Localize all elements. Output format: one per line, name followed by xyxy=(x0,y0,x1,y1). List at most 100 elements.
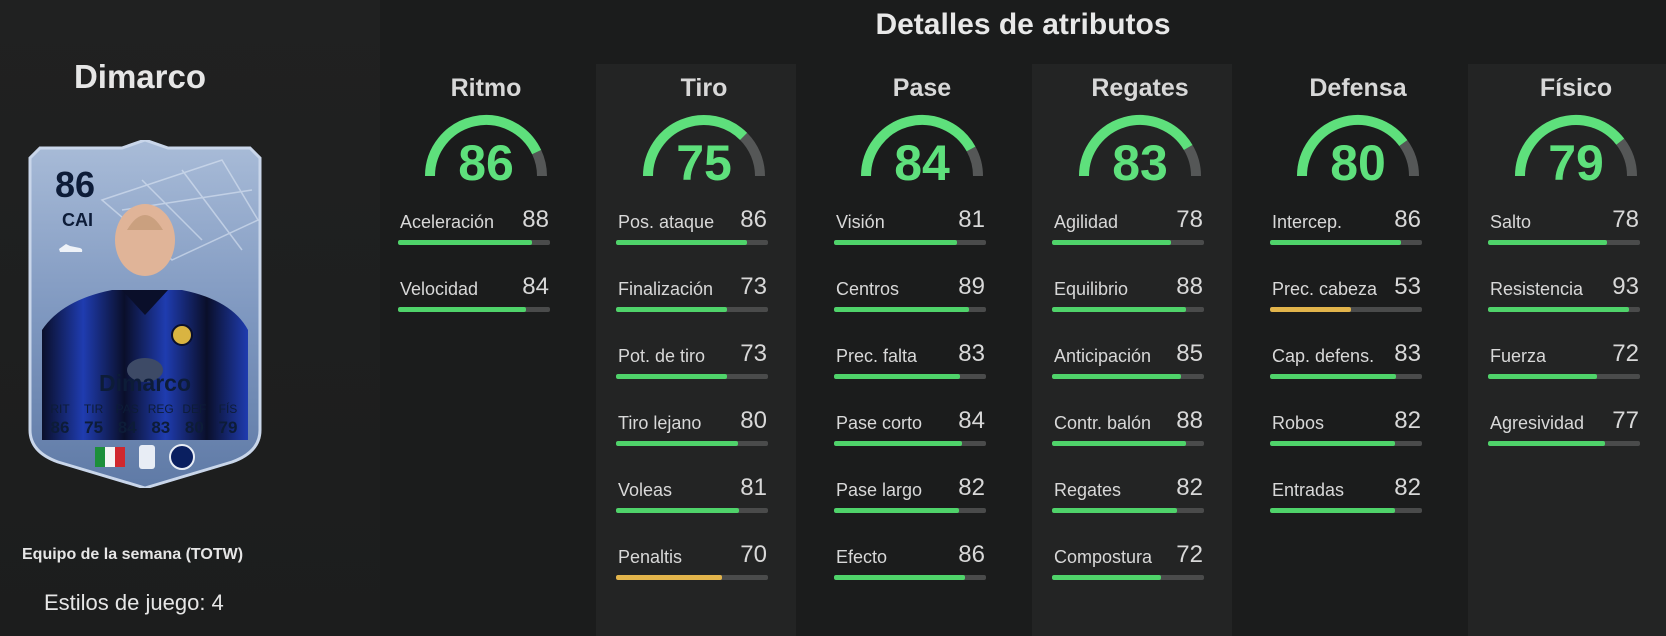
attribute-row: Robos 82 xyxy=(1270,407,1446,480)
attribute-name: Fuerza xyxy=(1490,346,1547,366)
attribute-name: Resistencia xyxy=(1490,279,1584,299)
gauge-arc-icon xyxy=(861,115,983,177)
card-stat-value: 79 xyxy=(218,418,238,437)
gauge-track xyxy=(1183,144,1201,177)
attribute-bar-fill xyxy=(616,575,723,580)
gauge-track xyxy=(966,146,983,177)
category-title: Tiro xyxy=(680,74,728,102)
category-gauge: 83 xyxy=(1052,110,1228,198)
attribute-bar xyxy=(834,374,986,379)
attribute-bar-fill xyxy=(616,374,727,379)
category-value: 80 xyxy=(1330,135,1386,191)
attribute-value: 93 xyxy=(1612,273,1639,300)
gauge-track xyxy=(532,150,547,177)
attribute-name: Pot. de tiro xyxy=(618,346,706,366)
gauge-fill xyxy=(861,115,976,177)
attribute-value: 85 xyxy=(1176,340,1203,367)
attribute-value: 88 xyxy=(1176,273,1203,300)
attribute-bar xyxy=(1270,508,1422,513)
attribute-bar xyxy=(834,575,986,580)
attribute-bar-fill xyxy=(616,307,727,312)
italy-flag-icon xyxy=(95,447,125,467)
attribute-bar-fill xyxy=(834,307,970,312)
category-column: Tiro 75 Pos. ataque 86 Finalización 73 Pot. de… xyxy=(616,74,792,614)
attribute-bar xyxy=(1052,508,1204,513)
attribute-bar xyxy=(1270,441,1422,446)
attribute-value: 84 xyxy=(958,407,985,434)
attribute-row: Cap. defens. 83 xyxy=(1270,340,1446,413)
category-gauge: 84 xyxy=(834,110,1010,198)
gauge-fill xyxy=(425,115,542,177)
card-stat: RIT 86 xyxy=(44,402,76,438)
category-column: Pase 84 Visión 81 Centros 89 Prec. falta 83 Pase… xyxy=(834,74,1010,614)
attribute-name: Agilidad xyxy=(1054,212,1119,232)
card-player-name: Dimarco xyxy=(98,370,192,396)
category-gauge: 86 xyxy=(398,110,574,198)
category-column: Ritmo 86 Aceleración 88 Velocidad 84 xyxy=(398,74,574,346)
attribute-bar-fill xyxy=(1270,307,1351,312)
gauge-arc-icon xyxy=(1515,115,1637,177)
card-stat-label: PAS xyxy=(115,402,139,416)
attribute-bar xyxy=(1270,374,1422,379)
boot-icon xyxy=(59,244,83,252)
attribute-name: Velocidad xyxy=(400,279,479,299)
attribute-value: 53 xyxy=(1394,273,1421,300)
attribute-bar-fill xyxy=(1270,508,1395,513)
attribute-value: 86 xyxy=(740,206,767,233)
attribute-value: 73 xyxy=(740,273,767,300)
attribute-value: 82 xyxy=(1176,474,1203,501)
attribute-name: Centros xyxy=(836,279,900,299)
attribute-value: 78 xyxy=(1612,206,1639,233)
attribute-bar-fill xyxy=(1488,240,1607,245)
card-stat-value: 80 xyxy=(184,418,204,437)
attribute-bar-fill xyxy=(834,240,958,245)
category-column: Regates 83 Agilidad 78 Equilibrio 88 Anticipac… xyxy=(1052,74,1228,614)
attribute-row: Agilidad 78 xyxy=(1052,206,1228,279)
attribute-value: 72 xyxy=(1612,340,1639,367)
attribute-bar xyxy=(834,508,986,513)
card-stat-value: 75 xyxy=(84,418,104,437)
category-gauge: 75 xyxy=(616,110,792,198)
card-stat-label: DEF xyxy=(182,402,207,416)
card-stats: RIT 86 TIR 75 PAS 84 REG 83 DEF 80 FÍS 7… xyxy=(44,402,244,438)
card-rating: 86 xyxy=(55,164,96,205)
section-title: Detalles de atributos xyxy=(875,8,1171,41)
attribute-value: 84 xyxy=(522,273,549,300)
attribute-value: 86 xyxy=(1394,206,1421,233)
player-card[interactable]: 86 CAI Dimarco RIT 86 TIR 75 PAS 84 REG … xyxy=(22,140,268,488)
attribute-row: Centros 89 xyxy=(834,273,1010,346)
card-stat-value: 84 xyxy=(117,418,137,437)
attribute-value: 80 xyxy=(740,407,767,434)
attribute-bar-fill xyxy=(1052,374,1182,379)
attribute-value: 86 xyxy=(958,541,985,568)
attribute-name: Equilibrio xyxy=(1054,279,1129,299)
attribute-bar xyxy=(616,374,768,379)
attribute-name: Cap. defens. xyxy=(1272,346,1375,366)
category-value: 75 xyxy=(676,135,732,191)
attribute-bar-fill xyxy=(1488,374,1598,379)
gauge-fill xyxy=(1297,115,1408,177)
card-stat-value: 83 xyxy=(151,418,171,437)
attribute-bar xyxy=(1270,240,1422,245)
attribute-bar xyxy=(834,307,986,312)
card-stat-value: 86 xyxy=(50,418,70,437)
attribute-bar-fill xyxy=(1488,441,1606,446)
attribute-name: Efecto xyxy=(836,547,888,567)
category-column: Defensa 80 Intercep. 86 Prec. cabeza 53 Cap. d… xyxy=(1270,74,1446,547)
attribute-row: Pase corto 84 xyxy=(834,407,1010,480)
attribute-value: 73 xyxy=(740,340,767,367)
playstyles-count: Estilos de juego: 4 xyxy=(44,590,224,615)
attribute-row: Salto 78 xyxy=(1488,206,1664,279)
card-stat: FÍS 79 xyxy=(212,402,244,438)
attribute-row: Velocidad 84 xyxy=(398,273,574,346)
attribute-value: 81 xyxy=(958,206,985,233)
attribute-bar xyxy=(834,240,986,245)
attribute-bar xyxy=(616,441,768,446)
attribute-bar xyxy=(1488,441,1640,446)
category-value: 83 xyxy=(1112,135,1168,191)
attribute-bar-fill xyxy=(1052,508,1177,513)
attribute-bar xyxy=(1488,240,1640,245)
attribute-bar xyxy=(1052,575,1204,580)
attribute-row: Tiro lejano 80 xyxy=(616,407,792,480)
category-title: Pase xyxy=(892,74,952,102)
